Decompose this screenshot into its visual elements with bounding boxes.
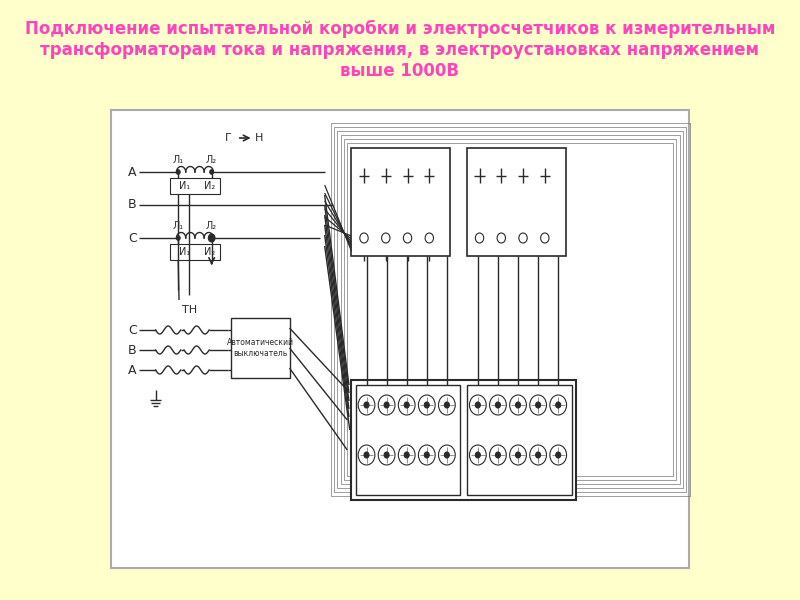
Circle shape	[556, 402, 561, 408]
Text: Л₂: Л₂	[206, 155, 218, 165]
Text: В: В	[128, 343, 137, 356]
Bar	[341, 135, 679, 484]
Circle shape	[475, 452, 480, 458]
Circle shape	[515, 402, 521, 408]
Circle shape	[495, 402, 501, 408]
Text: Л₁: Л₁	[173, 155, 184, 165]
Text: С: С	[128, 232, 137, 245]
Circle shape	[475, 402, 480, 408]
Circle shape	[176, 169, 180, 175]
Circle shape	[384, 402, 389, 408]
Circle shape	[556, 452, 561, 458]
Text: И₁: И₁	[179, 181, 190, 191]
Text: Л₂: Л₂	[206, 221, 218, 231]
Text: А: А	[128, 166, 136, 179]
Bar	[330, 123, 690, 496]
Text: Подключение испытательной коробки и электросчетчиков к измерительным
трансформат: Подключение испытательной коробки и элек…	[25, 20, 775, 80]
Circle shape	[404, 452, 410, 458]
Text: С: С	[128, 323, 137, 337]
Text: И₂: И₂	[203, 247, 214, 257]
Bar	[467, 385, 571, 495]
Circle shape	[424, 402, 430, 408]
Circle shape	[515, 452, 521, 458]
Bar	[111, 110, 689, 568]
Bar	[351, 380, 576, 500]
Circle shape	[176, 235, 180, 241]
Circle shape	[535, 452, 541, 458]
Text: ТН: ТН	[182, 305, 197, 315]
Circle shape	[404, 402, 410, 408]
Bar	[344, 139, 676, 480]
Circle shape	[444, 452, 450, 458]
Bar	[338, 131, 683, 488]
Circle shape	[424, 452, 430, 458]
Circle shape	[208, 234, 215, 242]
Circle shape	[364, 402, 369, 408]
Circle shape	[444, 402, 450, 408]
Circle shape	[210, 169, 214, 175]
Text: Л₁: Л₁	[173, 221, 184, 231]
Text: И₂: И₂	[203, 181, 214, 191]
Text: Н: Н	[255, 133, 263, 143]
Bar	[351, 148, 450, 256]
Bar	[347, 143, 673, 476]
Text: В: В	[128, 199, 137, 211]
Circle shape	[210, 235, 214, 241]
Circle shape	[384, 452, 389, 458]
Bar	[356, 385, 460, 495]
Text: А: А	[128, 364, 136, 377]
Text: И₁: И₁	[179, 247, 190, 257]
Bar	[231, 318, 290, 378]
Circle shape	[364, 452, 369, 458]
Text: Автоматический
выключатель: Автоматический выключатель	[226, 338, 294, 358]
Circle shape	[495, 452, 501, 458]
Bar	[467, 148, 566, 256]
Bar	[170, 178, 220, 194]
Circle shape	[535, 402, 541, 408]
Bar	[170, 244, 220, 260]
Bar	[334, 127, 686, 492]
Text: Г: Г	[225, 133, 232, 143]
